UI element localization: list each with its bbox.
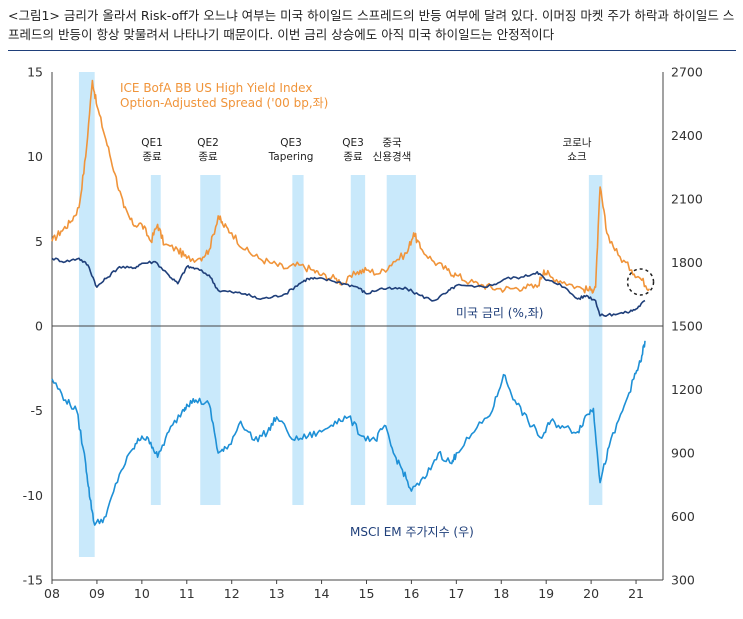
event-label: 중국 <box>382 137 402 149</box>
chart-series <box>51 79 655 526</box>
y-right-tick-label: 2700 <box>671 65 703 80</box>
x-tick-label: 16 <box>403 586 419 601</box>
event-label: QE3 <box>280 137 302 149</box>
event-label: 신용경색 <box>373 150 412 163</box>
spread-series-label: ICE BofA BB US High Yield Index <box>120 81 312 95</box>
series-line <box>51 340 646 526</box>
y-right-tick-label: 300 <box>671 573 695 588</box>
event-label: QE3 <box>342 137 364 149</box>
event-label: 종료 <box>198 151 218 163</box>
y-right-tick-label: 2400 <box>671 128 703 143</box>
event-label: 코로나 <box>563 137 592 149</box>
rate-series-label: 미국 금리 (%,좌) <box>456 306 543 320</box>
x-tick-label: 15 <box>359 586 375 601</box>
y-left-tick-label: -15 <box>23 573 43 588</box>
x-tick-label: 18 <box>493 586 509 601</box>
x-tick-label: 13 <box>269 586 285 601</box>
y-right-tick-label: 1800 <box>671 255 703 270</box>
event-label: QE1 <box>141 137 163 149</box>
msci-series-label: MSCI EM 주가지수 (우) <box>350 525 474 539</box>
event-band <box>78 72 95 557</box>
x-tick-label: 14 <box>314 586 330 601</box>
y-left-tick-label: -5 <box>31 403 43 418</box>
x-tick-label: 21 <box>628 586 644 601</box>
event-band <box>350 175 366 505</box>
event-band <box>200 175 221 505</box>
event-band <box>386 175 416 505</box>
y-right-tick-label: 1500 <box>671 319 703 334</box>
chart-axes: 15 10 5 0 -5 -10 -15 2700 2400 2100 1800 1500 1200 90… <box>23 65 703 602</box>
x-tick-label: 17 <box>448 586 464 601</box>
x-tick-label: 09 <box>89 586 105 601</box>
event-bands <box>78 72 603 557</box>
y-left-tick-label: 10 <box>27 149 43 164</box>
event-label: 쇼크 <box>567 151 587 163</box>
y-left-tick-label: 0 <box>35 319 43 334</box>
x-tick-label: 10 <box>134 586 150 601</box>
x-tick-label: 19 <box>538 586 554 601</box>
y-left-tick-label: 5 <box>35 234 43 249</box>
event-band <box>292 175 304 505</box>
event-label: QE2 <box>197 137 219 149</box>
y-right-tick-label: 900 <box>671 446 695 461</box>
y-right-tick-label: 2100 <box>671 192 703 207</box>
event-label: Tapering <box>268 151 314 163</box>
event-band <box>150 175 161 505</box>
highlight-circle <box>626 268 655 296</box>
spread-series-label: Option-Adjusted Spread ('00 bp,좌) <box>120 96 328 110</box>
caption-divider <box>8 50 736 51</box>
series-line <box>51 257 646 317</box>
y-left-tick-label: 15 <box>27 65 43 80</box>
x-tick-label: 11 <box>179 586 195 601</box>
y-left-tick-label: -10 <box>23 488 43 503</box>
event-label: 종료 <box>142 151 162 163</box>
y-right-tick-label: 1200 <box>671 382 703 397</box>
series-line <box>51 79 651 294</box>
event-band <box>588 175 603 505</box>
event-label: 종료 <box>343 151 363 163</box>
x-tick-label: 08 <box>44 586 60 601</box>
figure-caption: <그림1> 금리가 올라서 Risk-off가 오느냐 여부는 미국 하이일드 … <box>8 8 735 42</box>
y-right-tick-label: 600 <box>671 509 695 524</box>
x-tick-label: 20 <box>583 586 599 601</box>
x-tick-label: 12 <box>224 586 240 601</box>
